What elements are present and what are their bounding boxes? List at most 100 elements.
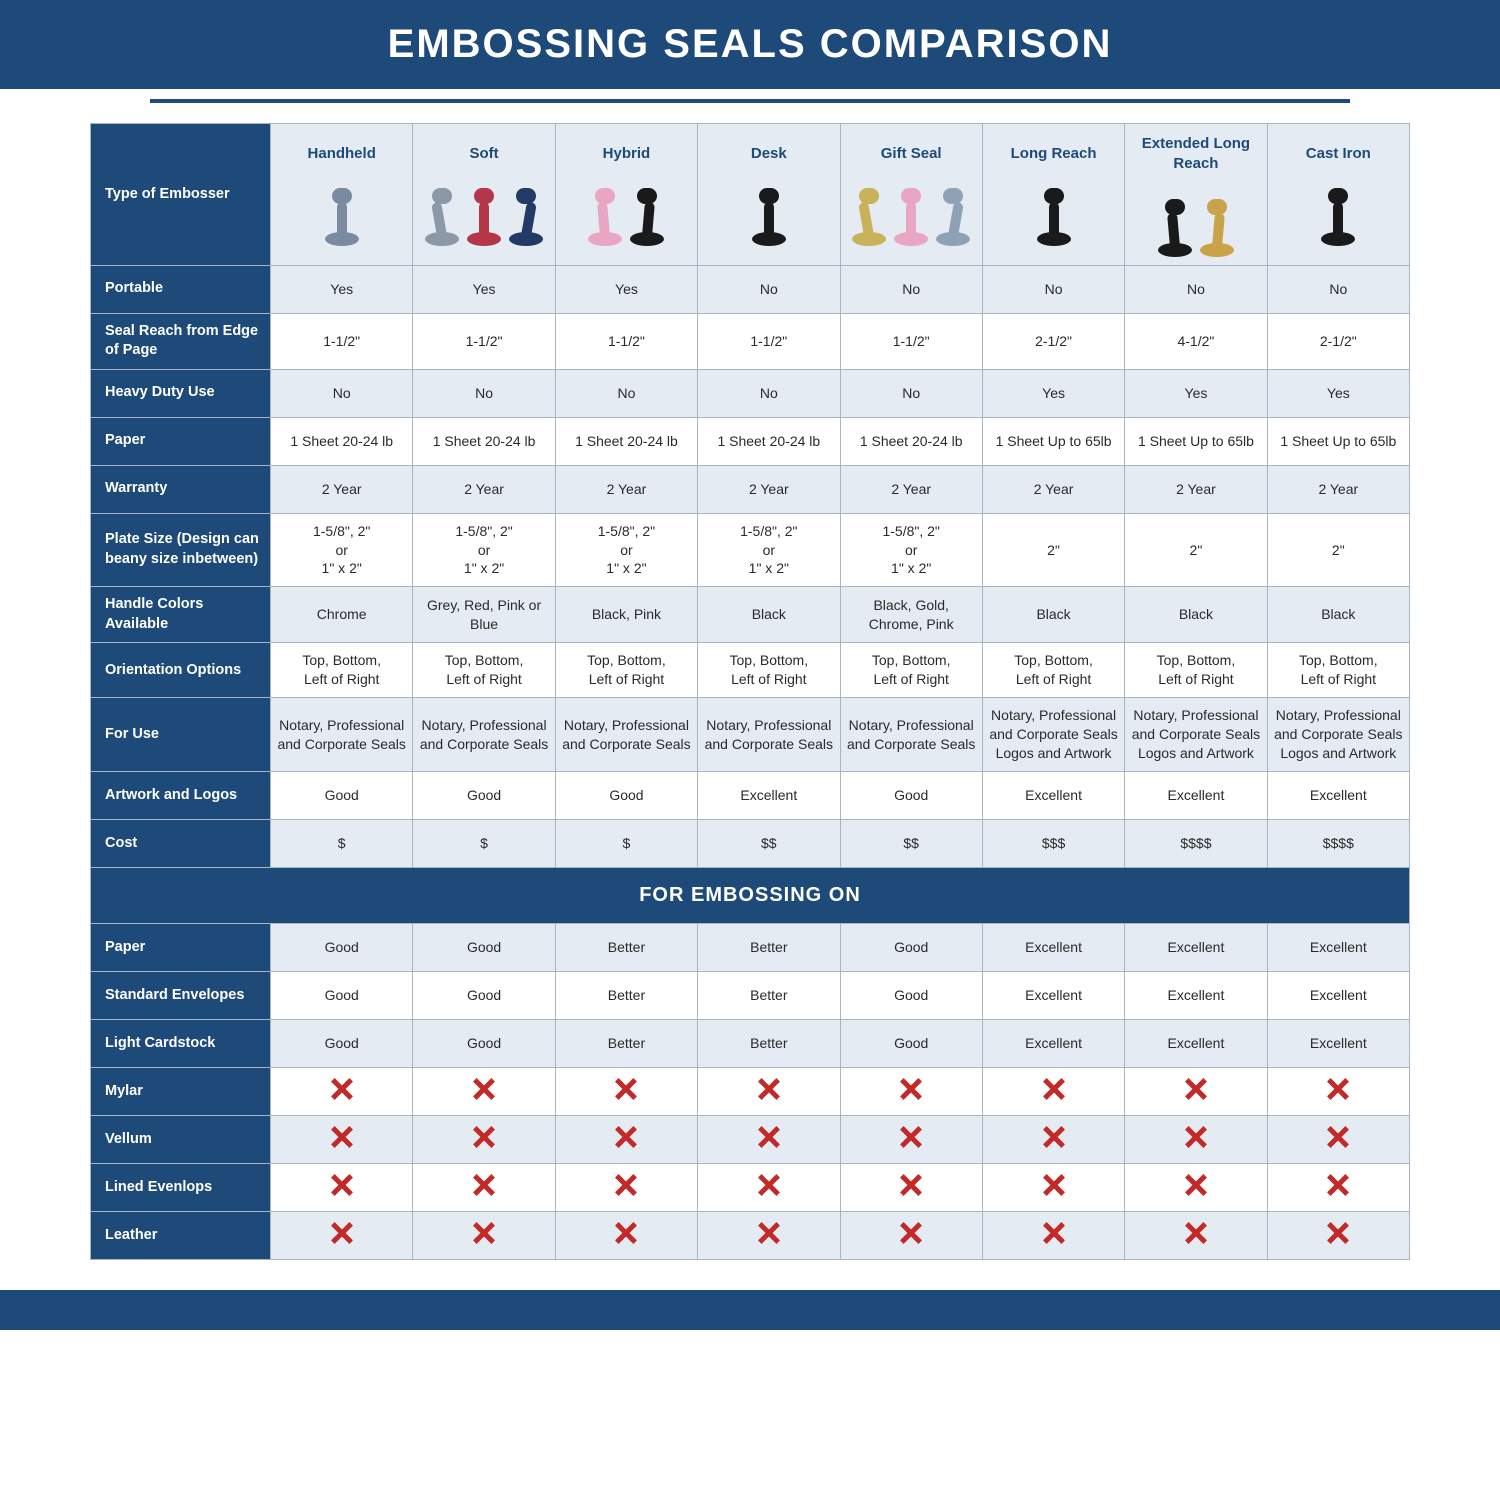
not-recommended-icon (331, 1222, 353, 1244)
not-recommended-icon (1327, 1078, 1349, 1100)
row-header: Light Cardstock (91, 1019, 271, 1067)
table-cell: Better (698, 971, 840, 1019)
table-cell: $$ (840, 819, 982, 867)
table-cell: Yes (555, 265, 697, 313)
table-cell (698, 1211, 840, 1259)
not-recommended-icon (1043, 1078, 1065, 1100)
table-cell: Good (271, 923, 413, 971)
table-cell: Notary, Professional and Corporate Seals… (1125, 698, 1267, 772)
table-row: Paper1 Sheet 20-24 lb1 Sheet 20-24 lb1 S… (91, 417, 1410, 465)
table-row: Standard EnvelopesGoodGoodBetterBetterGo… (91, 971, 1410, 1019)
table-cell: 2 Year (982, 465, 1124, 513)
table-cell: 1-1/2" (840, 313, 982, 369)
not-recommended-icon (615, 1222, 637, 1244)
table-cell: Excellent (698, 771, 840, 819)
table-cell (698, 1115, 840, 1163)
table-cell: Yes (982, 369, 1124, 417)
table-cell: Notary, Professional and Corporate Seals (840, 698, 982, 772)
table-cell: 1-5/8", 2"or1" x 2" (840, 513, 982, 587)
table-cell: 2" (1267, 513, 1409, 587)
not-recommended-icon (331, 1078, 353, 1100)
table-cell: Better (555, 971, 697, 1019)
table-cell: Good (413, 971, 555, 1019)
table-cell: No (982, 265, 1124, 313)
table-cell: 1 Sheet Up to 65lb (1125, 417, 1267, 465)
table-row: PortableYesYesYesNoNoNoNoNo (91, 265, 1410, 313)
table-row: Artwork and LogosGoodGoodGoodExcellentGo… (91, 771, 1410, 819)
row-header: Warranty (91, 465, 271, 513)
table-cell: Better (555, 923, 697, 971)
table-cell: Grey, Red, Pink or Blue (413, 587, 555, 643)
not-recommended-icon (758, 1174, 780, 1196)
table-cell: Top, Bottom,Left of Right (555, 643, 697, 698)
table-cell: No (1267, 265, 1409, 313)
not-recommended-icon (758, 1078, 780, 1100)
table-cell: Black, Pink (555, 587, 697, 643)
table-cell: 4-1/2" (1125, 313, 1267, 369)
table-cell: Yes (1267, 369, 1409, 417)
table-cell (1267, 1115, 1409, 1163)
table-cell: No (555, 369, 697, 417)
table-cell: Top, Bottom,Left of Right (1267, 643, 1409, 698)
table-cell: Good (271, 771, 413, 819)
table-cell: Good (271, 971, 413, 1019)
table-row: Cost$$$$$$$$$$$$$$$$$$ (91, 819, 1410, 867)
not-recommended-icon (1185, 1078, 1207, 1100)
row-header: Lined Evenlops (91, 1163, 271, 1211)
table-cell: Notary, Professional and Corporate Seals (413, 698, 555, 772)
section-embossing-on: FOR EMBOSSING ON (91, 867, 1410, 923)
table-row: For Use Notary, Professional and Corporat… (91, 698, 1410, 772)
table-cell (1125, 1211, 1267, 1259)
table-cell: $ (271, 819, 413, 867)
table-cell (982, 1067, 1124, 1115)
table-cell: Black (1267, 587, 1409, 643)
table-cell: Good (840, 923, 982, 971)
row-header: Artwork and Logos (91, 771, 271, 819)
table-cell (413, 1067, 555, 1115)
table-cell: 1 Sheet 20-24 lb (271, 417, 413, 465)
table-cell: No (1125, 265, 1267, 313)
table-cell: 2-1/2" (1267, 313, 1409, 369)
embosser-icon (1274, 168, 1403, 246)
table-cell (698, 1163, 840, 1211)
embosser-icon (704, 168, 833, 246)
table-cell: No (840, 369, 982, 417)
table-row: Lined Evenlops (91, 1163, 1410, 1211)
not-recommended-icon (331, 1174, 353, 1196)
not-recommended-icon (473, 1174, 495, 1196)
table-cell: 2 Year (413, 465, 555, 513)
row-header: Cost (91, 819, 271, 867)
table-cell: $$$$ (1267, 819, 1409, 867)
table-cell: Excellent (1267, 771, 1409, 819)
table-cell: Black, Gold, Chrome, Pink (840, 587, 982, 643)
table-cell: Excellent (982, 971, 1124, 1019)
table-cell: 2 Year (271, 465, 413, 513)
table-cell: Good (840, 971, 982, 1019)
title-underline (150, 99, 1350, 103)
table-cell (840, 1067, 982, 1115)
table-cell (982, 1115, 1124, 1163)
embosser-icon (419, 168, 548, 246)
not-recommended-icon (615, 1126, 637, 1148)
table-cell: 1-5/8", 2"or1" x 2" (413, 513, 555, 587)
table-cell (840, 1211, 982, 1259)
table-cell: Good (555, 771, 697, 819)
table-cell: $ (555, 819, 697, 867)
table-cell: Better (555, 1019, 697, 1067)
table-cell: 2 Year (840, 465, 982, 513)
not-recommended-icon (1185, 1174, 1207, 1196)
not-recommended-icon (1327, 1222, 1349, 1244)
table-cell: Black (1125, 587, 1267, 643)
column-label: Long Reach (1011, 144, 1097, 164)
column-header: Hybrid (555, 124, 697, 266)
row-header: Vellum (91, 1115, 271, 1163)
table-cell (698, 1067, 840, 1115)
row-header: For Use (91, 698, 271, 772)
table-cell (271, 1163, 413, 1211)
table-cell: 2-1/2" (982, 313, 1124, 369)
table-cell: Yes (413, 265, 555, 313)
not-recommended-icon (615, 1078, 637, 1100)
table-cell (1125, 1163, 1267, 1211)
row-header: Handle Colors Available (91, 587, 271, 643)
not-recommended-icon (473, 1222, 495, 1244)
